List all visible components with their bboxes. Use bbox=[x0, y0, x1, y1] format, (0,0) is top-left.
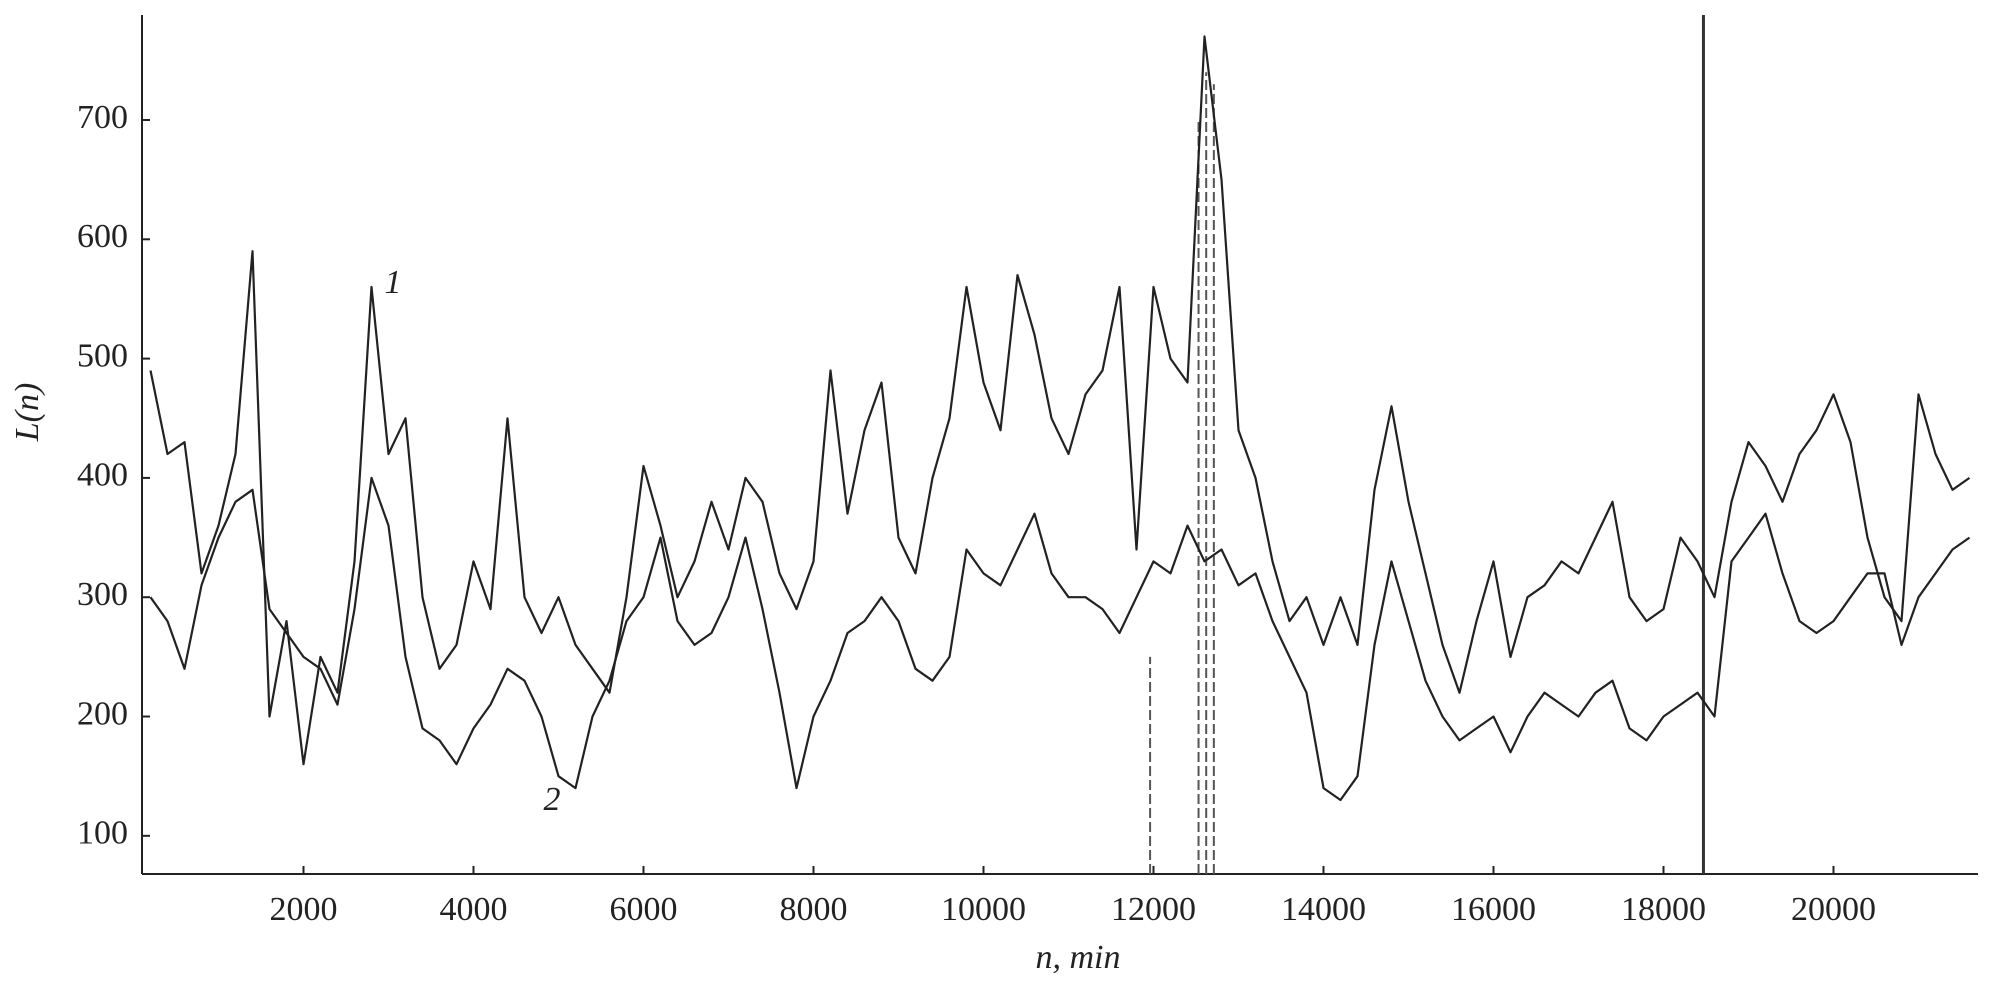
x-tick-label: 8000 bbox=[780, 891, 848, 928]
y-tick-label: 400 bbox=[77, 457, 128, 494]
x-tick-label: 16000 bbox=[1451, 891, 1536, 928]
x-tick-label: 18000 bbox=[1621, 891, 1706, 928]
x-tick-label: 4000 bbox=[440, 891, 508, 928]
series-annotation: 1 bbox=[385, 264, 402, 301]
x-tick-label: 6000 bbox=[610, 891, 678, 928]
x-tick-label: 12000 bbox=[1111, 891, 1196, 928]
y-tick-label: 100 bbox=[77, 815, 128, 852]
y-tick-label: 600 bbox=[77, 218, 128, 255]
x-axis-label: n, min bbox=[1036, 939, 1121, 976]
x-tick-label: 20000 bbox=[1791, 891, 1876, 928]
x-tick-label: 2000 bbox=[270, 891, 338, 928]
x-tick-label: 10000 bbox=[941, 891, 1026, 928]
series-line bbox=[149, 35, 1971, 766]
y-tick-label: 200 bbox=[77, 695, 128, 732]
series-line bbox=[149, 476, 1971, 802]
y-tick-label: 700 bbox=[77, 99, 128, 136]
y-tick-label: 300 bbox=[77, 576, 128, 613]
x-tick-label: 14000 bbox=[1281, 891, 1366, 928]
y-axis-label: L(n) bbox=[9, 383, 46, 443]
series-annotation: 2 bbox=[544, 781, 561, 818]
y-tick-label: 500 bbox=[77, 337, 128, 374]
